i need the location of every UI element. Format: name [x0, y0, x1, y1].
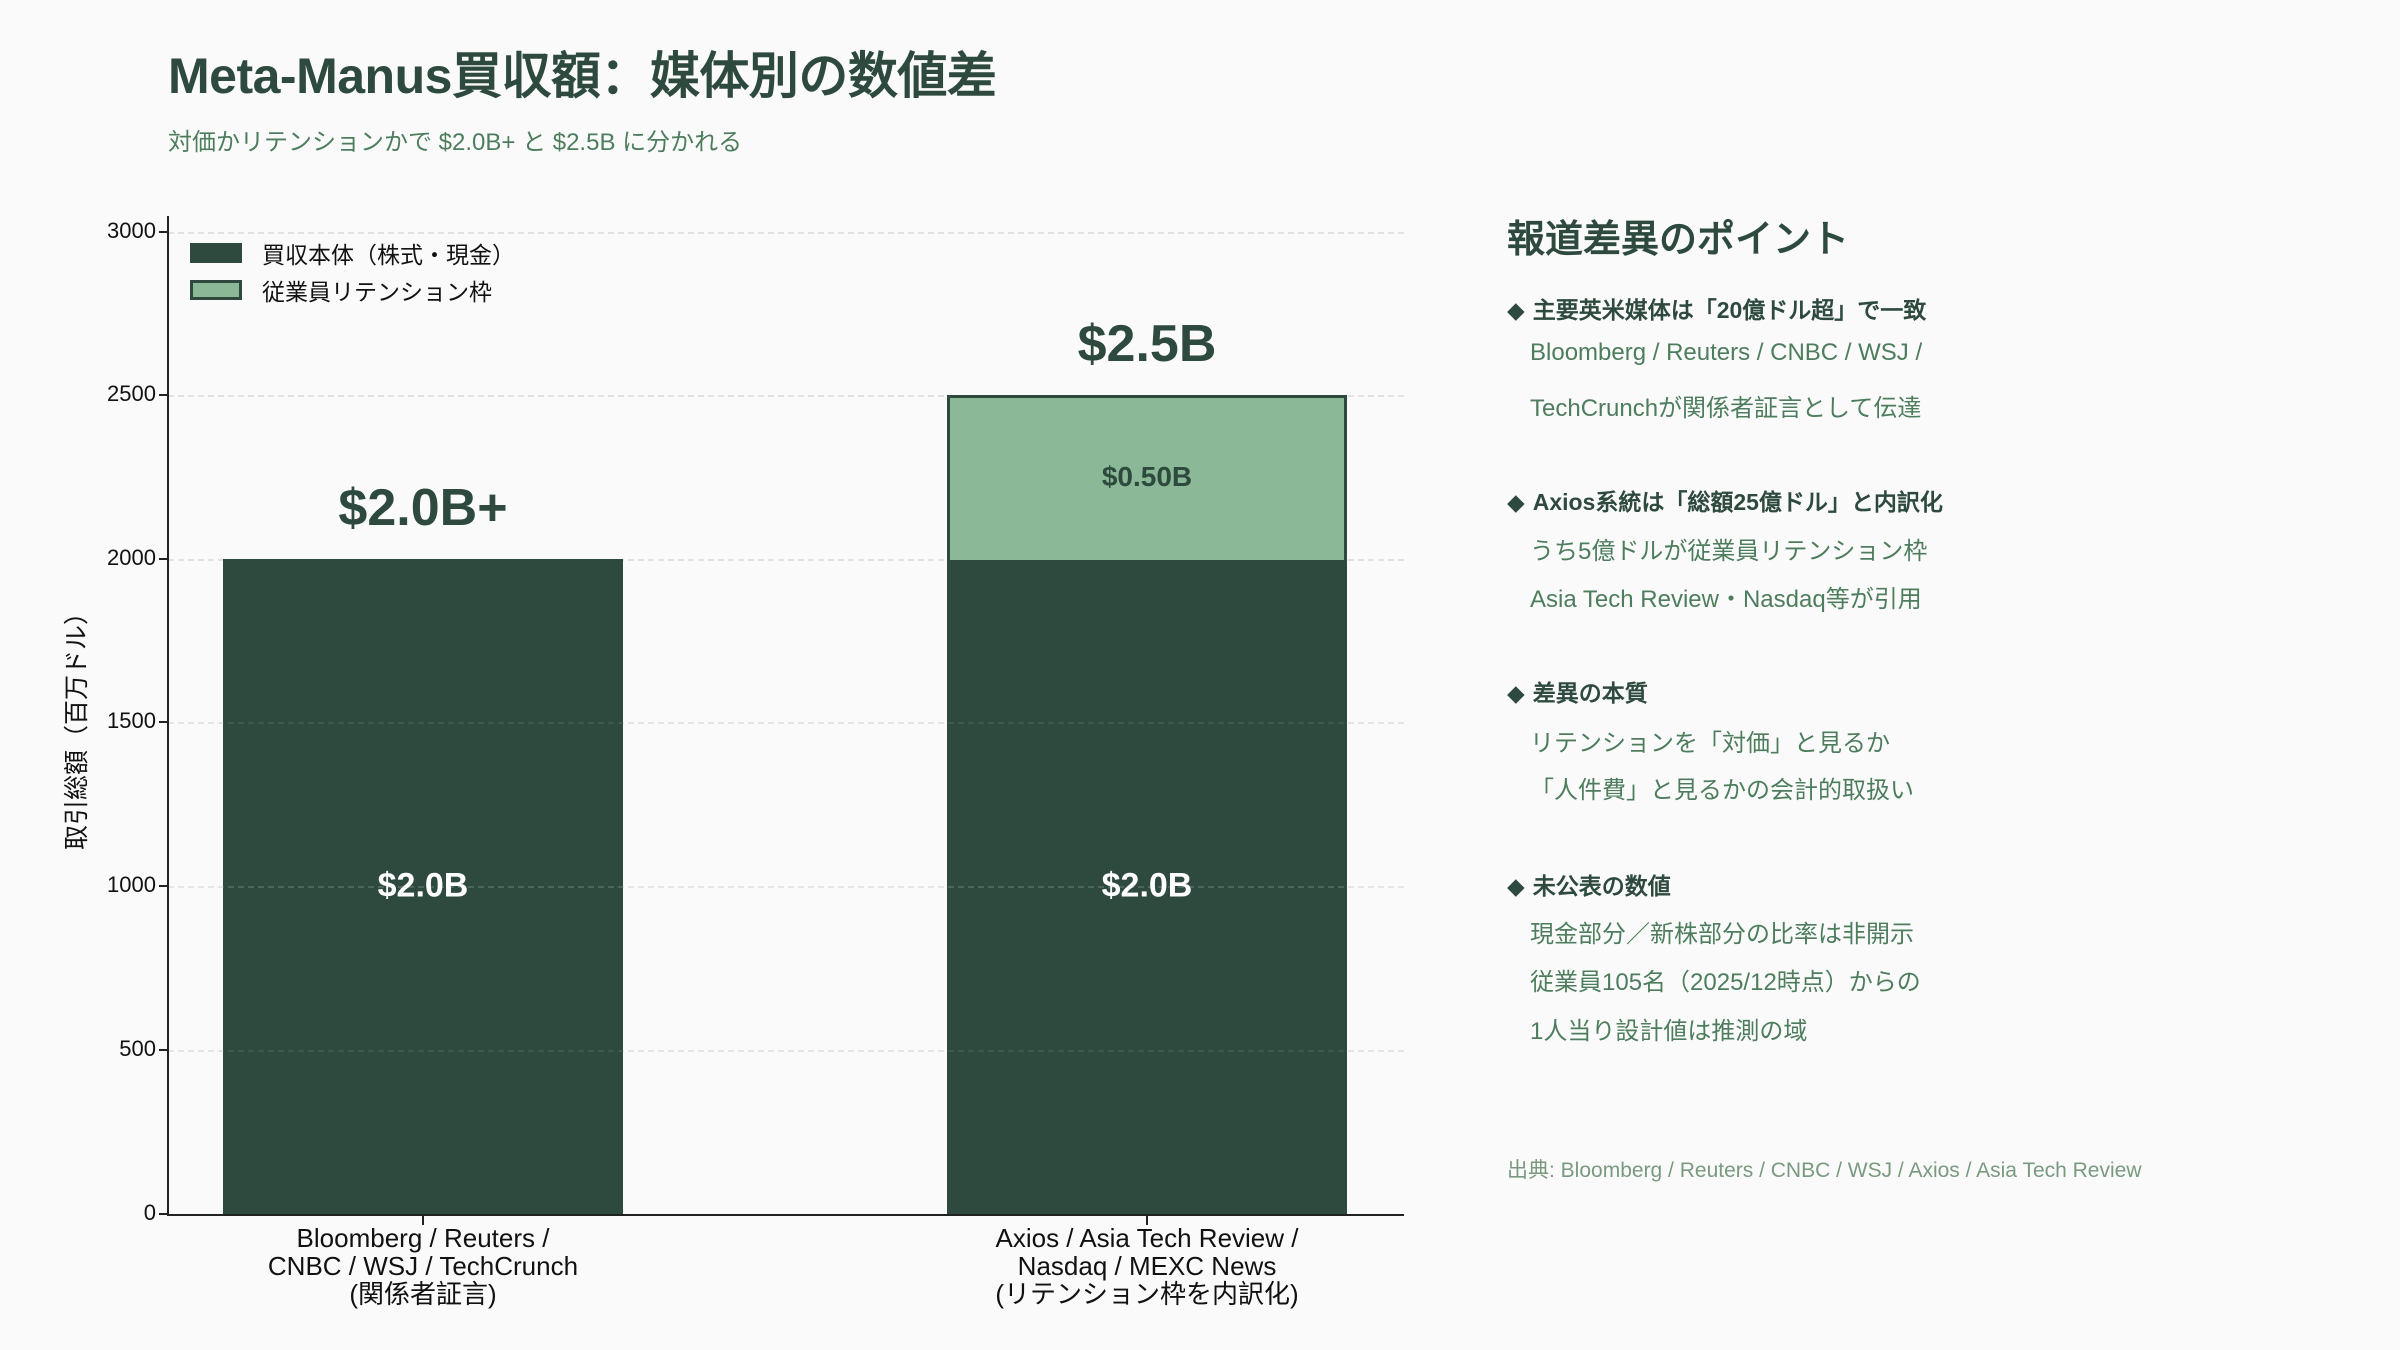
- panel-title: 報道差異のポイント: [1507, 219, 1850, 261]
- bar-2-main: [947, 559, 1347, 1214]
- y-tick-label: 1500: [107, 708, 156, 733]
- point-line: 従業員105名（2025/12時点）からの: [1530, 969, 1921, 996]
- legend-item-main: 買収本体（株式・現金）: [190, 234, 515, 271]
- y-tick: [159, 394, 168, 396]
- legend-swatch-retention: [190, 279, 242, 300]
- gridline-3000: [168, 232, 1404, 234]
- point-line: うち5億ドルが従業員リテンション枠: [1530, 538, 1928, 565]
- y-tick-label: 500: [119, 1036, 156, 1061]
- point-line: TechCrunchが関係者証言として伝達: [1530, 395, 1922, 422]
- bar-2-retention-label: $0.50B: [1101, 461, 1193, 492]
- point-heading-4: ◆ 未公表の数値: [1507, 867, 1671, 901]
- y-tick-label: 2000: [107, 545, 156, 570]
- page-title: Meta-Manus買収額：媒体別の数値差: [168, 48, 997, 104]
- legend-swatch-main: [190, 242, 242, 263]
- chart-legend: 買収本体（株式・現金） 従業員リテンション枠: [190, 234, 515, 308]
- bar-1-main-label: $2.0B: [377, 866, 469, 905]
- gridline-500-overlay: [168, 1050, 1404, 1052]
- point-line: リテンションを「対価」と見るか: [1530, 730, 1890, 757]
- gridline-2500: [168, 395, 1404, 397]
- y-tick: [159, 558, 168, 560]
- y-axis-title: 取引総額（百万ドル）: [63, 599, 91, 851]
- x-label-line: Nasdaq / MEXC News: [1017, 1251, 1277, 1281]
- point-heading-2: ◆ Axios系統は「総額25億ドル」と内訳化: [1507, 483, 1943, 517]
- y-tick-label: 3000: [107, 218, 156, 243]
- bar-2-main-label: $2.0B: [1101, 866, 1193, 905]
- point-heading-1: ◆ 主要英米媒体は「20億ドル超」で一致: [1507, 291, 1926, 325]
- x-tick-label-2: Axios / Asia Tech Review / Nasdaq / MEXC…: [887, 1224, 1407, 1308]
- point-line: 現金部分／新株部分の比率は非開示: [1530, 921, 1914, 948]
- x-label-line: (リテンション枠を内訳化): [995, 1279, 1299, 1309]
- y-tick: [159, 1213, 168, 1215]
- x-tick: [1146, 1215, 1148, 1225]
- x-tick-label-1: Bloomberg / Reuters / CNBC / WSJ / TechC…: [163, 1224, 683, 1308]
- gridline-1500-overlay: [168, 722, 1404, 724]
- bar-2-retention: [947, 395, 1347, 560]
- point-heading-text: Axios系統は「総額25億ドル」と内訳化: [1532, 489, 1943, 515]
- y-tick: [159, 1049, 168, 1051]
- page-subtitle: 対価かリテンションかで $2.0B+ と $2.5B に分かれる: [168, 129, 743, 156]
- x-label-line: CNBC / WSJ / TechCrunch: [267, 1251, 579, 1281]
- point-line: Asia Tech Review・Nasdaq等が引用: [1530, 586, 1922, 613]
- y-tick-label: 0: [143, 1200, 156, 1225]
- diamond-icon: ◆: [1507, 680, 1525, 706]
- point-heading-text: 未公表の数値: [1532, 873, 1671, 899]
- bar-1-total-label: $2.0B+: [338, 479, 508, 537]
- diamond-icon: ◆: [1507, 489, 1525, 515]
- legend-label: 買収本体（株式・現金）: [262, 241, 515, 268]
- y-tick: [159, 885, 168, 887]
- y-axis-line: [167, 216, 169, 1216]
- gridline-1500: [168, 722, 1404, 724]
- legend-label: 従業員リテンション枠: [262, 278, 492, 305]
- y-tick: [159, 721, 168, 723]
- x-label-line: Bloomberg / Reuters /: [296, 1223, 550, 1253]
- point-line: Bloomberg / Reuters / CNBC / WSJ /: [1530, 339, 1923, 366]
- y-tick: [159, 231, 168, 233]
- gridline-1000-overlay: [168, 886, 1404, 888]
- x-tick: [422, 1215, 424, 1225]
- gridline-1000: [168, 886, 1404, 888]
- point-line: 「人件費」と見るかの会計的取扱い: [1530, 777, 1914, 804]
- gridline-500: [168, 1050, 1404, 1052]
- point-heading-text: 差異の本質: [1532, 680, 1648, 706]
- x-label-line: (関係者証言): [349, 1279, 497, 1309]
- bar-2-total-label: $2.5B: [1077, 315, 1217, 373]
- x-axis-line: [167, 1214, 1404, 1216]
- y-tick-label: 2500: [107, 381, 156, 406]
- source-footer: 出典: Bloomberg / Reuters / CNBC / WSJ / A…: [1507, 1159, 2142, 1182]
- diamond-icon: ◆: [1507, 297, 1525, 323]
- bar-1-main: [223, 559, 623, 1214]
- y-tick-label: 1000: [107, 872, 156, 897]
- legend-item-retention: 従業員リテンション枠: [190, 271, 515, 308]
- gridline-2000: [168, 559, 1404, 561]
- point-heading-3: ◆ 差異の本質: [1507, 674, 1648, 708]
- point-heading-text: 主要英米媒体は「20億ドル超」で一致: [1532, 297, 1927, 323]
- x-label-line: Axios / Asia Tech Review /: [995, 1223, 1299, 1253]
- diamond-icon: ◆: [1507, 873, 1525, 899]
- point-line: 1人当り設計値は推測の域: [1530, 1018, 1808, 1045]
